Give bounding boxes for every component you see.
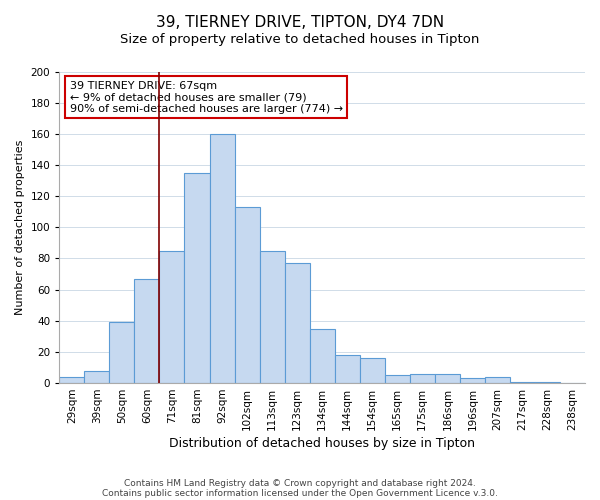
Bar — [284, 263, 310, 383]
X-axis label: Distribution of detached houses by size in Tipton: Distribution of detached houses by size … — [169, 437, 475, 450]
Bar — [310, 328, 335, 383]
Bar — [460, 378, 485, 383]
Bar — [510, 382, 535, 383]
Text: 39, TIERNEY DRIVE, TIPTON, DY4 7DN: 39, TIERNEY DRIVE, TIPTON, DY4 7DN — [156, 15, 444, 30]
Bar — [360, 358, 385, 383]
Bar — [209, 134, 235, 383]
Text: Contains HM Land Registry data © Crown copyright and database right 2024.: Contains HM Land Registry data © Crown c… — [124, 478, 476, 488]
Bar — [85, 370, 109, 383]
Text: 39 TIERNEY DRIVE: 67sqm
← 9% of detached houses are smaller (79)
90% of semi-det: 39 TIERNEY DRIVE: 67sqm ← 9% of detached… — [70, 81, 343, 114]
Bar — [485, 377, 510, 383]
Bar — [235, 207, 260, 383]
Bar — [385, 376, 410, 383]
Bar — [109, 322, 134, 383]
Text: Contains public sector information licensed under the Open Government Licence v.: Contains public sector information licen… — [102, 488, 498, 498]
Bar — [184, 173, 209, 383]
Bar — [59, 377, 85, 383]
Bar — [535, 382, 560, 383]
Bar — [335, 355, 360, 383]
Bar — [410, 374, 435, 383]
Bar — [260, 250, 284, 383]
Bar — [435, 374, 460, 383]
Y-axis label: Number of detached properties: Number of detached properties — [15, 140, 25, 315]
Bar — [160, 250, 184, 383]
Bar — [134, 278, 160, 383]
Text: Size of property relative to detached houses in Tipton: Size of property relative to detached ho… — [121, 32, 479, 46]
